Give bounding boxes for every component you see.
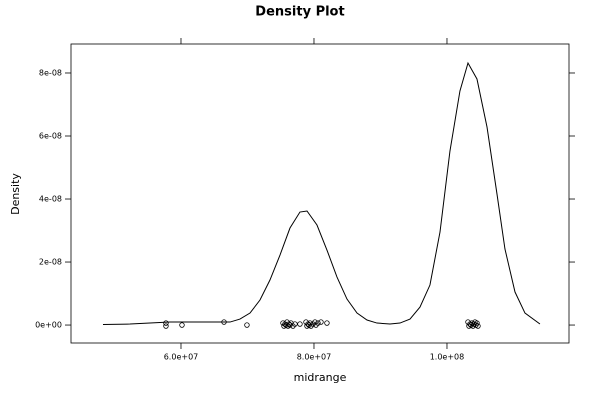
y-tick-label: 0e+00 xyxy=(35,321,62,330)
x-axis-title: midrange xyxy=(294,371,347,384)
y-tick-label: 8e-08 xyxy=(39,68,62,77)
y-tick-label: 4e-08 xyxy=(39,195,62,204)
rug-point xyxy=(163,320,169,326)
rug-point xyxy=(179,322,185,328)
x-tick-label: 8.0e+07 xyxy=(297,353,332,362)
chart-title: Density Plot xyxy=(255,5,344,20)
density-curve xyxy=(102,61,541,326)
rug-point xyxy=(307,320,313,326)
plot-frame xyxy=(70,43,570,344)
rug-point xyxy=(297,321,303,327)
y-tick-label: 6e-08 xyxy=(39,132,62,141)
x-tick-label: 6.0e+07 xyxy=(164,353,199,362)
rug-point xyxy=(312,319,318,325)
y-tick-label: 2e-08 xyxy=(39,258,62,267)
rug-point xyxy=(221,319,227,325)
rug-point xyxy=(315,320,321,326)
rug-point xyxy=(475,323,481,329)
rug-point xyxy=(318,319,324,325)
y-axis-title: Density xyxy=(9,173,22,215)
rug-point xyxy=(474,320,480,326)
rug-point xyxy=(163,323,169,329)
x-tick-label: 1.0e+08 xyxy=(430,353,465,362)
rug-point xyxy=(324,320,330,326)
rug-point xyxy=(244,322,250,328)
